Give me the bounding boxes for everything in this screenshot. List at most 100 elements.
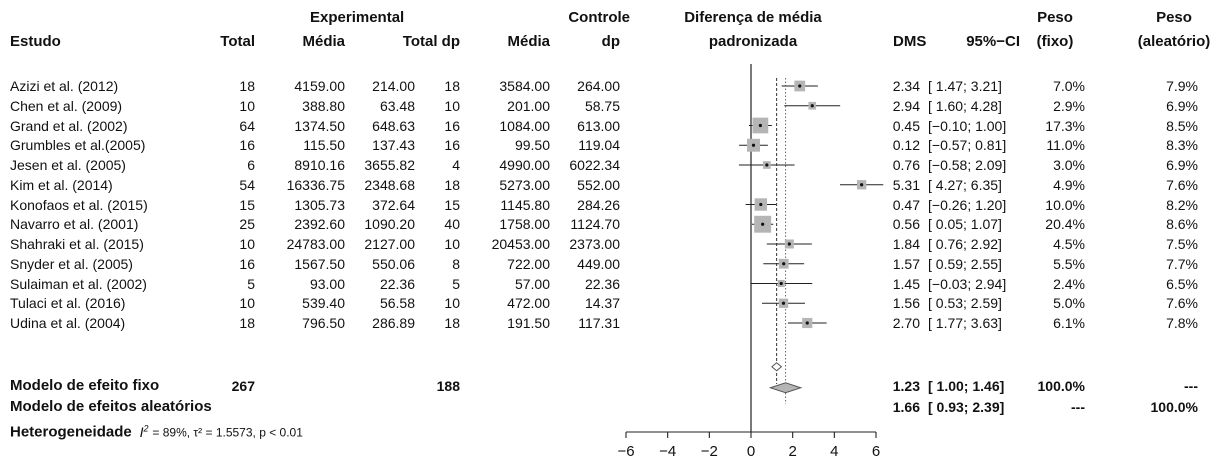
weight-fixo: 10.0%: [1045, 196, 1085, 213]
dms-value: 0.12: [892, 137, 920, 154]
sd-exp: 286.89: [372, 315, 415, 331]
peso-fixo-header-2: (fixo): [1036, 33, 1074, 50]
total-ctrl: 5: [452, 275, 460, 292]
media-exp: 796.50: [302, 315, 345, 331]
weight-fixo: 20.4%: [1045, 216, 1085, 233]
total-exp: 10: [239, 97, 255, 114]
point-estimate: [787, 242, 791, 246]
point-estimate: [758, 123, 762, 128]
sd-ctrl: 22.36: [584, 275, 620, 292]
media-exp: 539.40: [302, 295, 345, 312]
sd-exp: 3655.82: [364, 157, 415, 173]
point-estimate: [765, 163, 769, 167]
sd-exp: 372.64: [372, 196, 415, 213]
point-estimate: [781, 301, 786, 305]
total-ctrl: 4: [452, 157, 460, 173]
random-ci: [ 0.93; 2.39]: [928, 399, 1005, 415]
heterogeneity-label: Heterogeneidade: [10, 423, 132, 441]
sd-ctrl: 2373.00: [569, 236, 620, 252]
media-exp: 2392.60: [294, 216, 345, 233]
ci-value: [ 0.53; 2.59]: [928, 295, 1002, 312]
weight-aleat: 7.5%: [1166, 236, 1198, 252]
total-exp: 10: [239, 295, 255, 312]
sd-ctrl: 264.00: [577, 78, 620, 94]
dms-value: 1.56: [892, 295, 920, 312]
fixed-weight-aleat: ---: [1184, 378, 1198, 394]
weight-fixo: 3.0%: [1053, 157, 1085, 173]
media-exp: 8910.16: [294, 157, 345, 173]
total-ctrl: 10: [444, 97, 460, 114]
dms-value: 5.31: [892, 176, 920, 193]
study-name: Tulaci et al. (2016): [10, 295, 126, 312]
weight-aleat: 7.6%: [1166, 176, 1198, 193]
total-exp: 25: [239, 216, 255, 233]
fixed-total-exp: 267: [231, 378, 255, 394]
media-exp: 4159.00: [294, 78, 345, 94]
total-dp-header: Total dp: [402, 33, 460, 50]
dms-value: 0.56: [892, 216, 920, 233]
sd-ctrl: 58.75: [584, 97, 620, 114]
media-ctrl: 722.00: [507, 255, 550, 272]
total-exp: 6: [247, 157, 255, 173]
media-ctrl: 4990.00: [499, 157, 550, 173]
peso-aleat-header-2: (aleatório): [1137, 33, 1211, 50]
x-tick-label: 2: [788, 443, 796, 460]
x-tick-label: −2: [701, 443, 718, 460]
random-weight-fixo: ---: [1071, 399, 1085, 415]
dms-value: 2.34: [892, 78, 920, 94]
weight-fixo: 4.5%: [1053, 236, 1085, 252]
total-ctrl: 15: [444, 196, 460, 213]
weight-fixo: 17.3%: [1045, 117, 1085, 134]
total-exp: 64: [239, 117, 255, 134]
fixed-total-ctrl: 188: [436, 378, 460, 394]
media-ctrl-header: Média: [507, 33, 550, 50]
sd-exp: 2348.68: [364, 176, 415, 193]
controle-header: Controle: [568, 9, 630, 26]
dms-value: 0.45: [892, 117, 920, 134]
point-estimate: [761, 222, 765, 226]
sd-ctrl: 6022.34: [569, 157, 620, 173]
study-name: Sulaiman et al. (2002): [10, 275, 147, 292]
weight-fixo: 2.4%: [1053, 275, 1085, 292]
sd-exp: 137.43: [372, 137, 415, 154]
x-tick-label: 4: [830, 443, 838, 460]
study-name: Jesen et al. (2005): [10, 157, 126, 173]
random-dms: 1.66: [892, 399, 920, 415]
media-ctrl: 191.50: [507, 315, 550, 331]
study-name: Konofaos et al. (2015): [10, 196, 148, 213]
sd-ctrl: 284.26: [577, 196, 620, 213]
total-ctrl: 18: [444, 315, 460, 331]
weight-aleat: 8.2%: [1166, 196, 1198, 213]
dms-value: 1.45: [892, 275, 920, 292]
dms-value: 1.84: [892, 236, 920, 252]
point-estimate: [798, 84, 802, 88]
dms-value: 2.94: [892, 97, 920, 114]
dms-value: 2.70: [892, 315, 920, 331]
media-ctrl: 1145.80: [500, 196, 550, 213]
media-ctrl: 201.00: [507, 97, 550, 114]
weight-aleat: 8.6%: [1166, 216, 1198, 233]
media-exp: 388.80: [302, 97, 345, 114]
weight-aleat: 8.5%: [1166, 117, 1198, 134]
media-exp: 115.50: [303, 137, 345, 154]
total-exp: 15: [239, 196, 255, 213]
dms-value: 1.57: [892, 255, 920, 272]
fixed-dms: 1.23: [892, 378, 920, 394]
weight-aleat: 6.9%: [1166, 157, 1198, 173]
ci-value: [−0.03; 2.94]: [928, 275, 1007, 292]
media-ctrl: 3584.00: [499, 78, 550, 94]
ci-value: [−0.26; 1.20]: [928, 196, 1007, 213]
media-ctrl: 57.00: [514, 275, 550, 292]
sd-ctrl: 552.00: [577, 176, 620, 193]
sd-ctrl: 117.31: [578, 315, 620, 331]
peso-fixo-header-1: Peso: [1037, 9, 1073, 26]
sd-ctrl: 1124.70: [570, 216, 620, 233]
total-exp: 16: [239, 137, 255, 154]
total-exp-header: Total: [220, 33, 255, 50]
point-estimate: [810, 104, 814, 108]
weight-aleat: 7.6%: [1166, 295, 1198, 312]
total-exp: 18: [239, 78, 255, 94]
point-estimate: [779, 281, 783, 286]
media-exp-header: Média: [302, 33, 345, 50]
study-name: Navarro et al. (2001): [10, 216, 139, 233]
